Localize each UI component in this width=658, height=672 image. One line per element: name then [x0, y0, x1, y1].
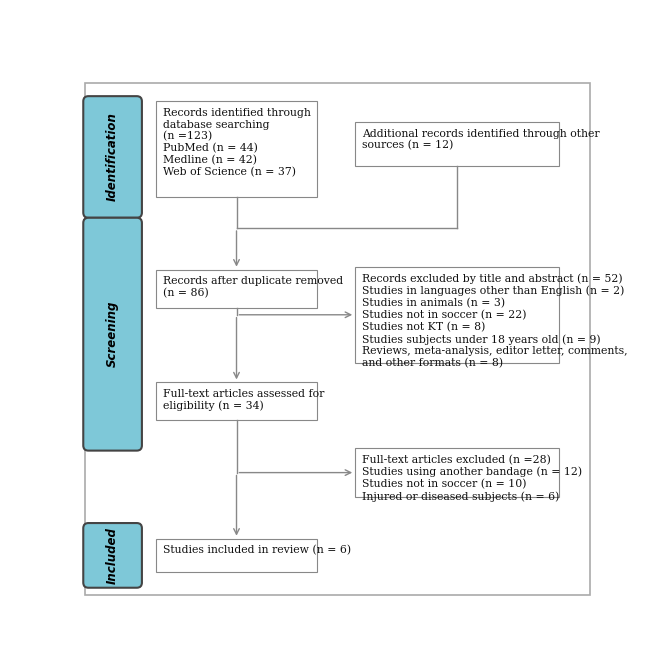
FancyBboxPatch shape [84, 523, 142, 588]
Text: Records after duplicate removed
(n = 86): Records after duplicate removed (n = 86) [163, 276, 343, 298]
Text: Records excluded by title and abstract (n = 52)
Studies in languages other than : Records excluded by title and abstract (… [362, 274, 627, 368]
FancyBboxPatch shape [156, 269, 317, 308]
FancyBboxPatch shape [156, 101, 317, 197]
FancyBboxPatch shape [84, 218, 142, 451]
Text: Studies included in review (n = 6): Studies included in review (n = 6) [163, 545, 351, 556]
FancyBboxPatch shape [355, 122, 559, 166]
Text: Screening: Screening [106, 301, 119, 368]
FancyBboxPatch shape [156, 538, 317, 573]
Text: Full-text articles excluded (n =28)
Studies using another bandage (n = 12)
Studi: Full-text articles excluded (n =28) Stud… [362, 455, 582, 501]
FancyBboxPatch shape [156, 382, 317, 419]
Text: Full-text articles assessed for
eligibility (n = 34): Full-text articles assessed for eligibil… [163, 389, 324, 411]
FancyBboxPatch shape [355, 448, 559, 497]
Text: Records identified through
database searching
(n =123)
PubMed (n = 44)
Medline (: Records identified through database sear… [163, 108, 311, 177]
Text: Identification: Identification [106, 112, 119, 202]
Text: Additional records identified through other
sources (n = 12): Additional records identified through ot… [362, 129, 599, 151]
Text: Included: Included [106, 527, 119, 584]
FancyBboxPatch shape [84, 96, 142, 218]
FancyBboxPatch shape [355, 267, 559, 363]
